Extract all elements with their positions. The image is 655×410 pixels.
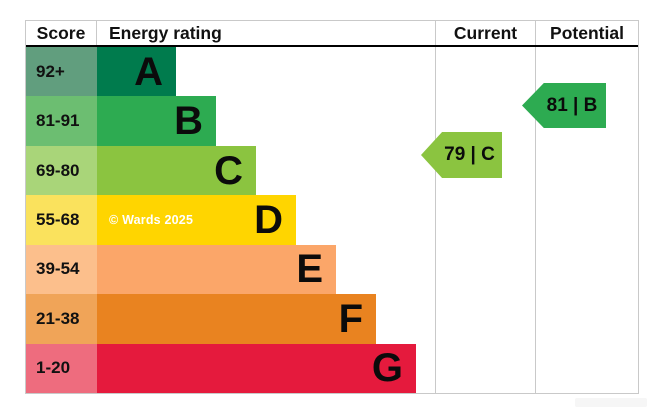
band-letter: C [214, 148, 243, 193]
score-cell: 1-20 [26, 343, 97, 393]
band-row-a: 92+ A [26, 47, 638, 97]
score-cell: 81-91 [26, 96, 97, 146]
score-label: 81-91 [36, 111, 80, 131]
band-letter: A [134, 49, 163, 94]
band-letter: D [254, 197, 283, 242]
score-label: 69-80 [36, 160, 80, 180]
band-letter: G [371, 346, 403, 391]
rating-bar: F [97, 294, 376, 344]
header-row: Score Energy rating Current Potential [26, 21, 638, 47]
score-label: 92+ [36, 61, 65, 81]
rating-bar: A [97, 47, 176, 97]
current-arrow-label: 79 | C [444, 144, 495, 165]
rating-bar: E [97, 244, 336, 295]
potential-arrow-label: 81 | B [546, 94, 598, 116]
rating-bar: B [97, 96, 216, 146]
band-row-c: 69-80 C [26, 145, 638, 196]
band-letter: F [338, 296, 363, 341]
band-letter: B [174, 99, 203, 144]
score-cell: 92+ [26, 47, 97, 97]
potential-column-divider [535, 47, 536, 393]
header-potential: Potential [550, 22, 624, 43]
score-cell: 55-68 [26, 195, 97, 245]
wards-watermark: © Wards 2025 [109, 212, 194, 227]
header-current: Current [436, 21, 536, 45]
faint-watermark [575, 398, 647, 407]
score-cell: 69-80 [26, 145, 97, 196]
chart-body: 92+ A 81-91 B 69-80 C 55-68 © Wards 2025… [26, 47, 638, 393]
rating-bar: C [97, 145, 256, 196]
band-row-f: 21-38 F [26, 294, 638, 344]
score-cell: 21-38 [26, 294, 97, 344]
current-column-divider [435, 47, 436, 393]
band-row-g: 1-20 G [26, 343, 638, 393]
band-row-e: 39-54 E [26, 244, 638, 295]
header-score: Score [26, 21, 97, 45]
score-label: 21-38 [36, 308, 80, 328]
score-label: 1-20 [36, 358, 71, 378]
band-row-b: 81-91 B [26, 96, 638, 146]
rating-bar: © Wards 2025 D [97, 195, 296, 245]
score-label: 39-54 [36, 259, 80, 279]
band-letter: E [296, 247, 323, 292]
rating-bar: G [97, 343, 416, 393]
score-cell: 39-54 [26, 244, 97, 295]
band-row-d: 55-68 © Wards 2025 D [26, 195, 638, 245]
score-label: 55-68 [36, 209, 80, 229]
epc-rating-chart: Score Energy rating Current Potential 92… [25, 20, 639, 394]
header-energy-rating: Energy rating [97, 21, 436, 45]
